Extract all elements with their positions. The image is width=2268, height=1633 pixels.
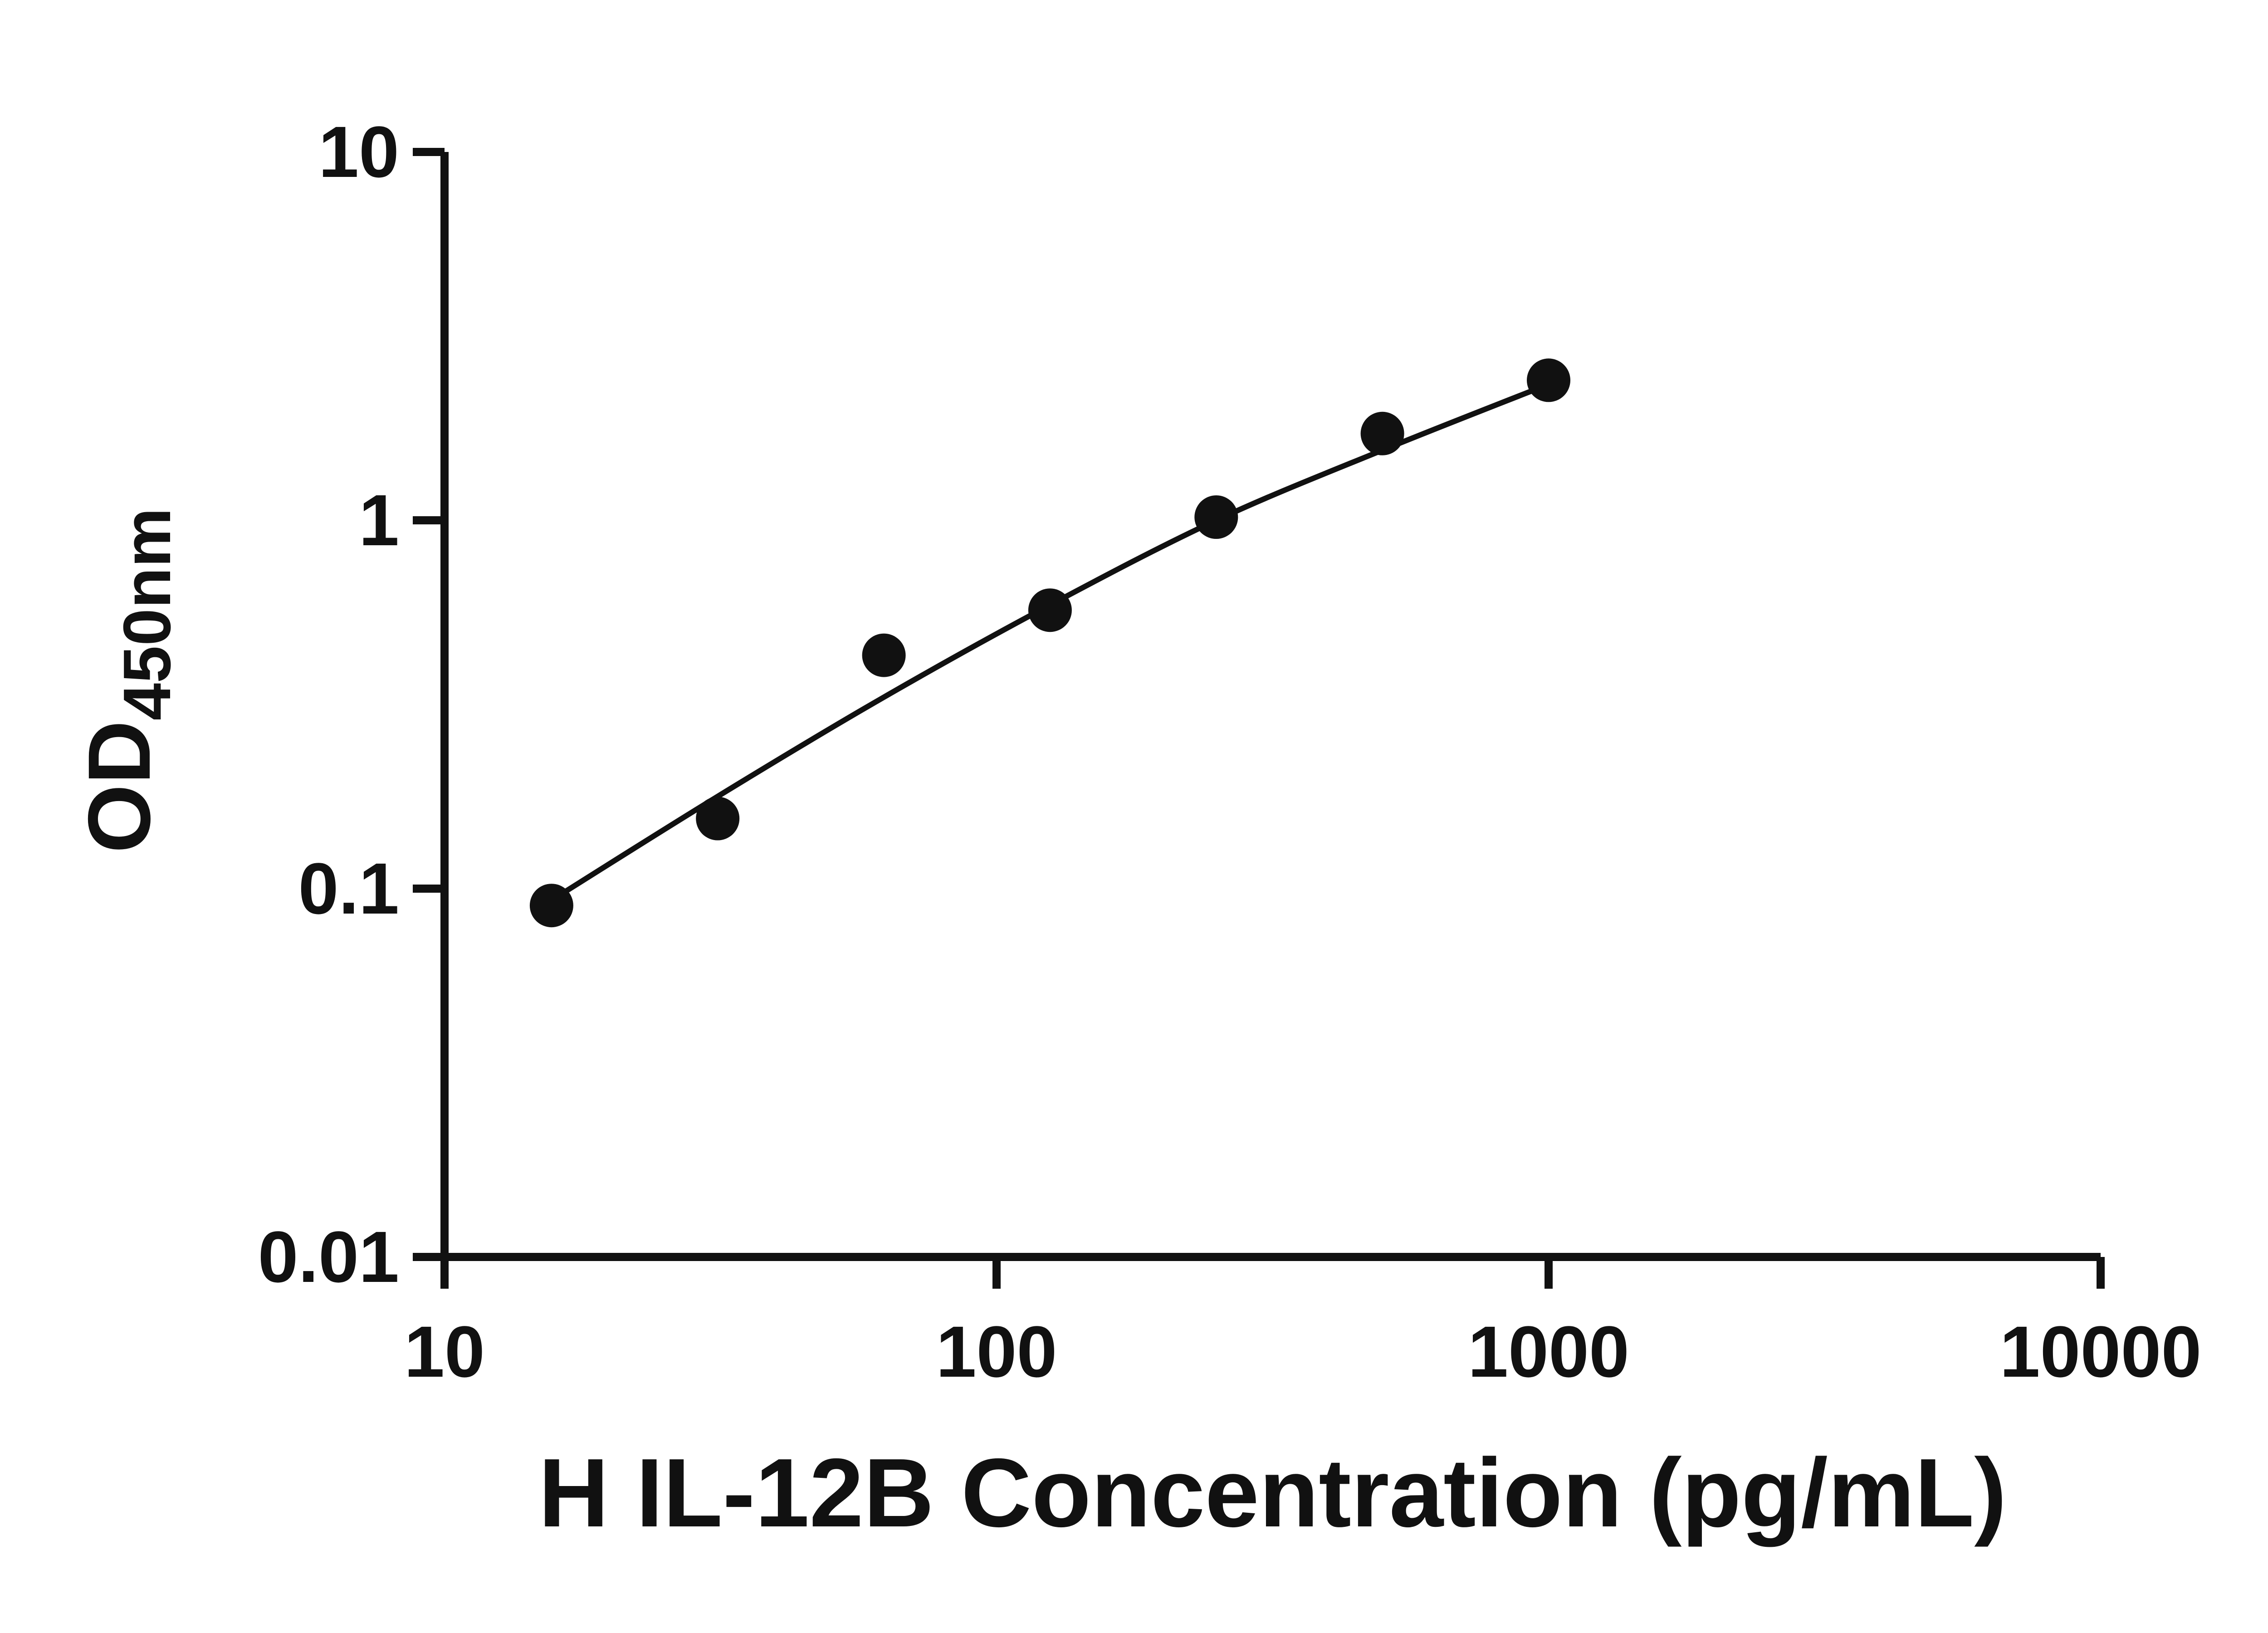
y-axis-title-subscript: 450nm: [110, 508, 185, 720]
y-axis-title-main: OD: [70, 720, 169, 853]
x-tick-label: 1000: [1468, 1311, 1629, 1392]
data-point: [529, 884, 573, 928]
x-tick-label: 100: [936, 1311, 1057, 1392]
data-points: [529, 358, 1570, 928]
data-point: [1194, 495, 1238, 539]
data-point: [696, 797, 740, 841]
x-tick-label: 10000: [2000, 1311, 2202, 1392]
y-tick-label: 0.1: [298, 848, 399, 929]
data-point: [862, 633, 906, 677]
y-tick-label: 1: [359, 479, 399, 561]
x-axis-title: H IL-12B Concentration (pg/mL): [538, 1438, 2007, 1547]
y-tick-label: 10: [318, 111, 399, 192]
data-point: [1360, 411, 1404, 455]
y-tick-label: 0.01: [258, 1216, 399, 1297]
data-point: [1028, 588, 1072, 632]
y-axis-title: OD450nm: [70, 508, 185, 853]
x-tick-label: 10: [404, 1311, 485, 1392]
data-point: [1527, 358, 1570, 402]
